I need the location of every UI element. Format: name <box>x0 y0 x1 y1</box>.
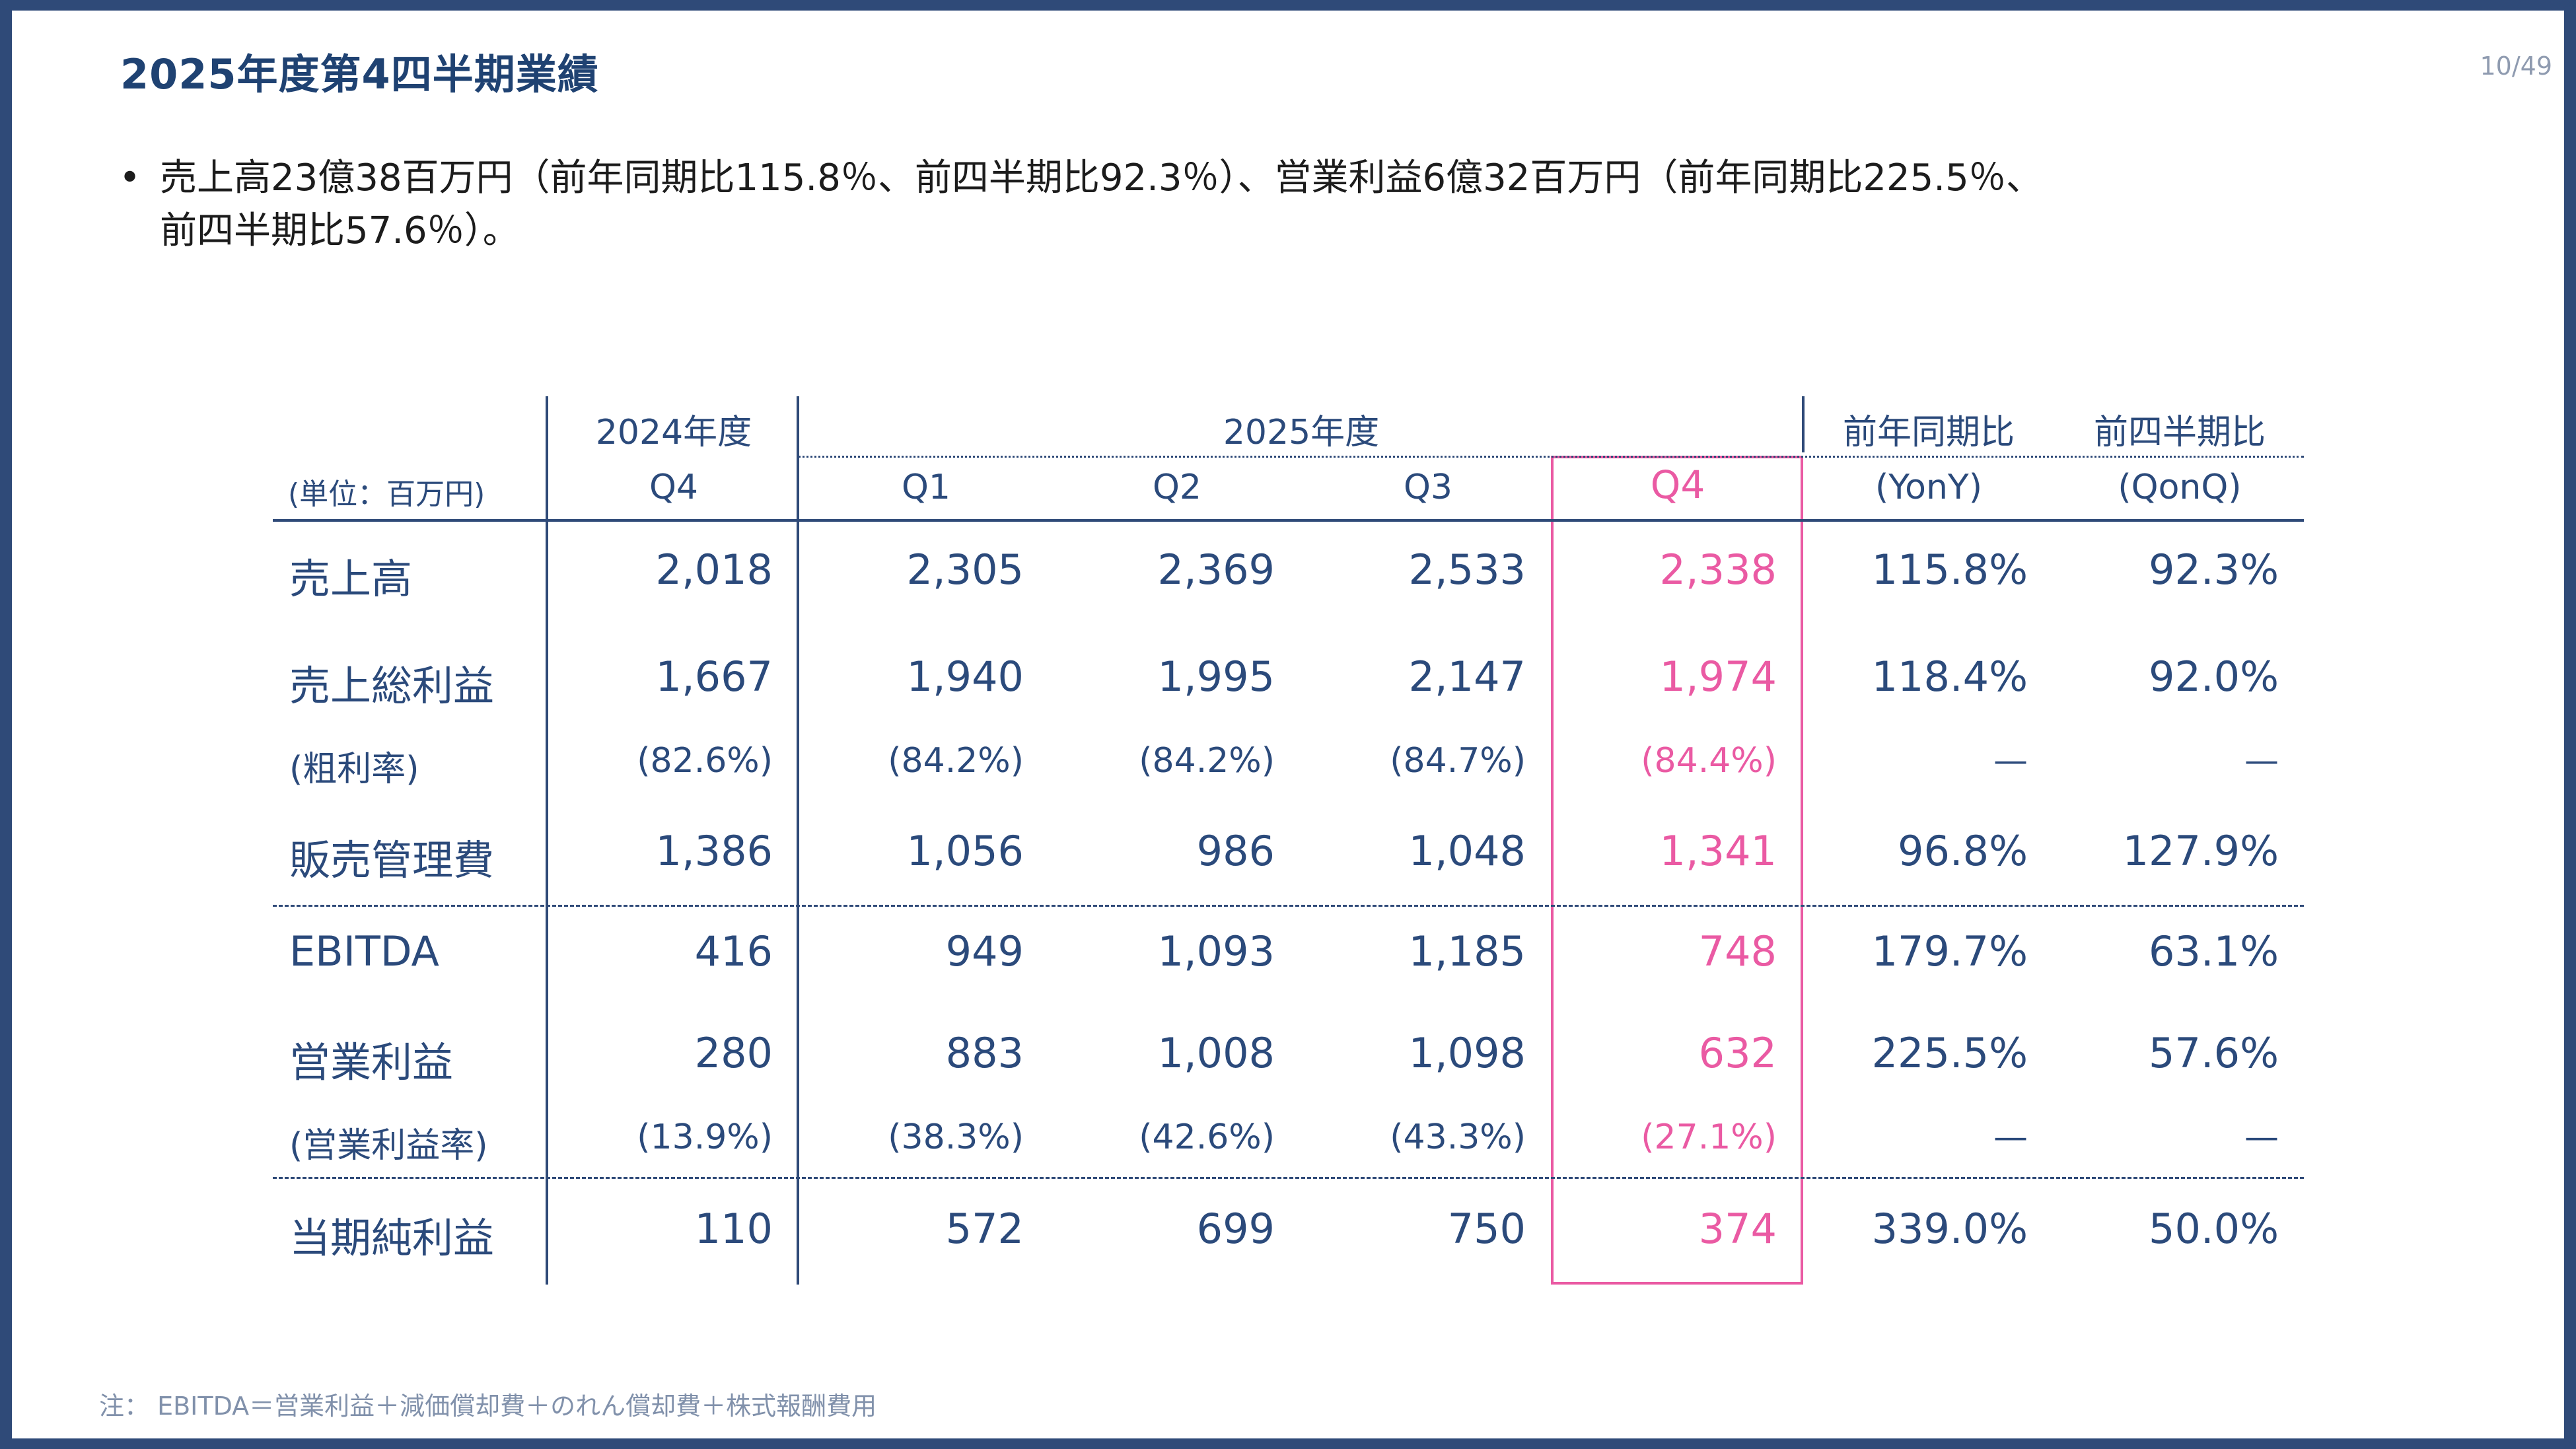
col-header-q3: Q3 <box>1403 468 1452 507</box>
divider-fy2024-col <box>797 396 799 1285</box>
cell-operating-margin-qoq: — <box>2244 1117 2279 1157</box>
col-header-q4-2024: Q4 <box>649 468 698 507</box>
cell-net-income-q1: 572 <box>945 1205 1024 1253</box>
divider-label-col <box>546 396 548 1285</box>
cell-sga-qoq: 127.9% <box>2122 827 2279 875</box>
col-header-q4: Q4 <box>1650 462 1705 507</box>
cell-ebitda-q3: 1,185 <box>1408 927 1526 975</box>
cell-sga-q1: 1,056 <box>906 827 1024 875</box>
cell-gross-profit-q4-2024: 1,667 <box>655 653 773 701</box>
cell-gross-profit-q4: 1,974 <box>1659 653 1777 701</box>
bullet-line-1: 売上高23億38百万円（前年同期比115.8％、前四半期比92.3％）、営業利益… <box>160 157 2043 199</box>
page-number: 10/49 <box>2480 52 2552 81</box>
cell-sga-q2: 986 <box>1196 827 1275 875</box>
cell-gross-profit-q3: 2,147 <box>1408 653 1526 701</box>
row-label-sales: 売上高 <box>289 555 413 603</box>
cell-sales-yoy: 115.8% <box>1871 546 2028 594</box>
cell-ebitda-q4: 748 <box>1698 927 1777 975</box>
cell-gross-margin-qoq: — <box>2244 741 2279 781</box>
cell-sales-q2: 2,369 <box>1157 546 1275 594</box>
cell-sga-q4-2024: 1,386 <box>655 827 773 875</box>
col-header-q2: Q2 <box>1152 468 1201 507</box>
cell-net-income-yoy: 339.0% <box>1871 1205 2028 1253</box>
row-label-operating-profit: 営業利益 <box>289 1038 454 1086</box>
cell-operating-margin-q4-2024: (13.9%) <box>637 1117 773 1157</box>
cell-gross-margin-q4-2024: (82.6%) <box>637 741 773 781</box>
section-divider-2 <box>273 1177 2304 1179</box>
cell-gross-profit-q1: 1,940 <box>906 653 1024 701</box>
bullet-dot-icon: • <box>119 157 141 199</box>
cell-operating-profit-q2: 1,008 <box>1157 1029 1275 1077</box>
summary-bullet: • 売上高23億38百万円（前年同期比115.8％、前四半期比92.3％）、営業… <box>119 152 2299 258</box>
row-label-operating-margin: (営業利益率) <box>289 1126 488 1166</box>
cell-net-income-q4: 374 <box>1698 1205 1777 1253</box>
section-divider-1 <box>273 905 2304 907</box>
cell-gross-margin-q1: (84.2%) <box>888 741 1024 781</box>
cell-sales-q3: 2,533 <box>1408 546 1526 594</box>
cell-ebitda-yoy: 179.7% <box>1871 927 2028 975</box>
col-header-yoy: (YonY) <box>1875 468 1982 507</box>
footnote: 注： EBITDA＝営業利益＋減価償却費＋のれん償却費＋株式報酬費用 <box>99 1392 877 1421</box>
cell-gross-profit-q2: 1,995 <box>1157 653 1275 701</box>
row-label-gross-profit: 売上総利益 <box>289 662 495 710</box>
cell-gross-margin-q2: (84.2%) <box>1139 741 1275 781</box>
slide-title: 2025年度第4四半期業績 <box>120 50 599 98</box>
cell-operating-profit-yoy: 225.5% <box>1871 1029 2028 1077</box>
cell-ebitda-q4-2024: 416 <box>694 927 773 975</box>
cell-gross-profit-yoy: 118.4% <box>1871 653 2028 701</box>
cell-sga-q3: 1,048 <box>1408 827 1526 875</box>
cell-operating-profit-q4-2024: 280 <box>694 1029 773 1077</box>
divider-ratio-col <box>1802 396 1805 452</box>
cell-gross-margin-yoy: — <box>1993 741 2028 781</box>
header-fy2024: 2024年度 <box>595 413 752 452</box>
cell-net-income-q4-2024: 110 <box>694 1205 773 1253</box>
bullet-line-2: 前四半期比57.6％）。 <box>160 209 520 252</box>
cell-gross-margin-q4: (84.4%) <box>1641 741 1777 781</box>
cell-operating-margin-yoy: — <box>1993 1117 2028 1157</box>
cell-sales-qoq: 92.3% <box>2149 546 2279 594</box>
header-yoy: 前年同期比 <box>1842 413 2015 452</box>
col-header-q1: Q1 <box>901 468 950 507</box>
cell-ebitda-q1: 949 <box>945 927 1024 975</box>
cell-net-income-q3: 750 <box>1447 1205 1526 1253</box>
cell-gross-margin-q3: (84.7%) <box>1390 741 1526 781</box>
header-bottom-line <box>273 519 2304 522</box>
row-label-sga: 販売管理費 <box>289 836 495 884</box>
cell-operating-profit-q1: 883 <box>945 1029 1024 1077</box>
cell-gross-profit-qoq: 92.0% <box>2149 653 2279 701</box>
cell-operating-profit-q3: 1,098 <box>1408 1029 1526 1077</box>
cell-operating-margin-q1: (38.3%) <box>888 1117 1024 1157</box>
cell-sales-q4-2024: 2,018 <box>655 546 773 594</box>
cell-ebitda-qoq: 63.1% <box>2149 927 2279 975</box>
cell-sga-q4: 1,341 <box>1659 827 1777 875</box>
cell-ebitda-q2: 1,093 <box>1157 927 1275 975</box>
unit-label: (単位：百万円) <box>288 477 485 511</box>
row-label-ebitda: EBITDA <box>289 927 439 975</box>
cell-sga-yoy: 96.8% <box>1898 827 2028 875</box>
cell-net-income-qoq: 50.0% <box>2149 1205 2279 1253</box>
col-header-qoq: (QonQ) <box>2118 468 2242 507</box>
header-fy2025: 2025年度 <box>1223 413 1380 452</box>
cell-operating-margin-q4: (27.1%) <box>1641 1117 1777 1157</box>
cell-operating-margin-q3: (43.3%) <box>1390 1117 1526 1157</box>
cell-sales-q1: 2,305 <box>906 546 1024 594</box>
header-qoq: 前四半期比 <box>2093 413 2266 452</box>
cell-sales-q4: 2,338 <box>1659 546 1777 594</box>
row-label-net-income: 当期純利益 <box>289 1214 495 1262</box>
cell-net-income-q2: 699 <box>1196 1205 1275 1253</box>
header-group-line <box>798 456 2304 458</box>
cell-operating-profit-q4: 632 <box>1698 1029 1777 1077</box>
row-label-gross-margin: (粗利率) <box>289 750 419 789</box>
cell-operating-margin-q2: (42.6%) <box>1139 1117 1275 1157</box>
cell-operating-profit-qoq: 57.6% <box>2149 1029 2279 1077</box>
